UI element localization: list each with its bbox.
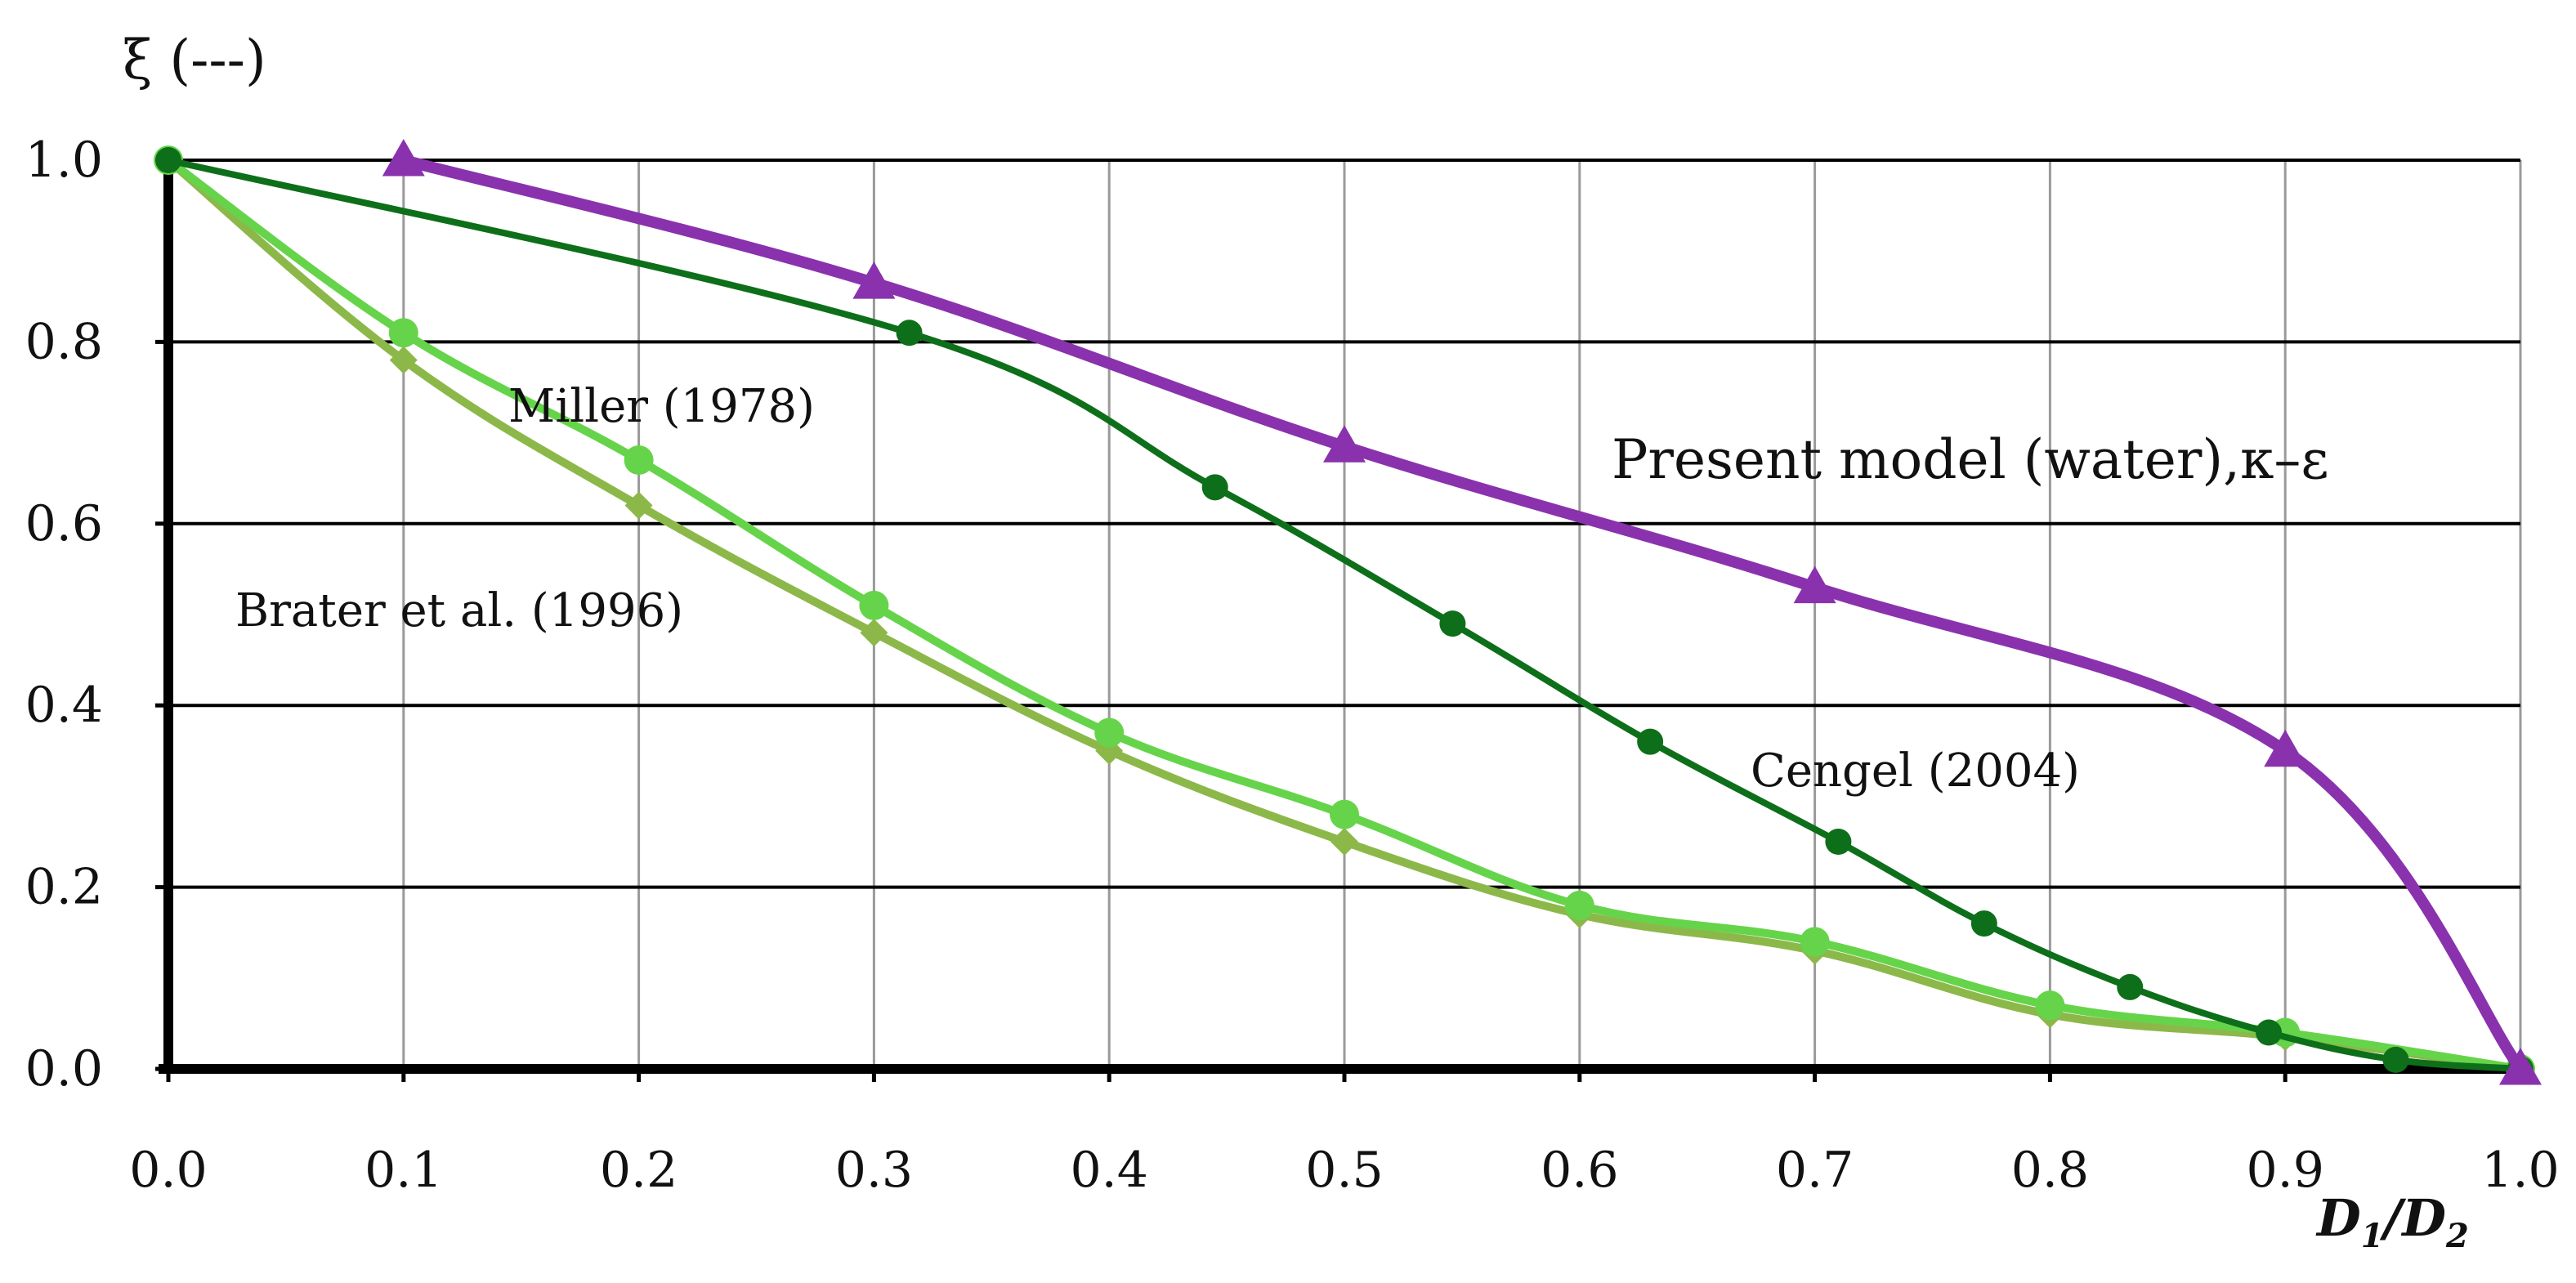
data-point [1439,610,1466,637]
y-tick-label: 1.0 [25,132,103,189]
data-point [1094,717,1125,748]
label-present-model: Present model (water),κ–ε [1612,428,2329,491]
series [154,139,2542,1085]
y-axis-title: ξ (---) [123,29,266,92]
series-present-model-water [382,139,2542,1085]
data-point [624,491,653,520]
data-point [2035,990,2065,1021]
data-point [624,445,654,475]
data-point [2499,1048,2542,1085]
label-miller: Miller (1978) [508,380,815,433]
data-point [2256,1019,2283,1046]
x-tick-label: 0.2 [600,1142,678,1199]
label-cengel: Cengel (2004) [1751,744,2080,798]
y-tick-label: 0.0 [25,1040,103,1097]
y-tick-label: 0.8 [25,313,103,370]
data-point [1637,728,1664,755]
x-tick-label: 0.6 [1541,1142,1618,1199]
y-tick-label: 0.2 [25,859,103,916]
grid [168,159,2522,1069]
x-tick-label: 0.0 [129,1142,207,1199]
data-point [1793,566,1836,604]
data-point [1970,910,1997,937]
data-point [389,346,418,374]
x-tick-label: 1.0 [2481,1142,2559,1199]
data-point [2117,973,2144,1000]
data-point [155,147,181,173]
y-tick-label: 0.4 [25,677,103,734]
data-point [1825,829,1852,855]
data-point [1201,474,1228,501]
x-tick-label: 0.1 [364,1142,442,1199]
data-point [1800,927,1830,957]
x-tick-label: 0.9 [2246,1142,2323,1199]
x-tick-label: 0.4 [1070,1142,1147,1199]
data-point [859,590,889,620]
axes [159,152,2520,1074]
data-point [2382,1046,2409,1073]
x-tick-label: 0.7 [1776,1142,1854,1199]
x-tick-label: 0.3 [835,1142,913,1199]
x-axis-title-d2: D [2400,1188,2446,1248]
x-axis-title-d2-sub: 2 [2445,1217,2469,1255]
data-point [382,139,425,177]
data-point [1330,799,1359,829]
data-point [852,262,896,299]
x-axis-title-slash: / [2380,1188,2407,1248]
series-line [397,154,2526,1075]
data-point [2264,729,2307,767]
tick-labels: 0.0 0.1 0.2 0.3 0.4 0.5 0.6 0.7 0.8 0.9 1.0 0.0 0.2 0… [25,132,2560,1199]
x-axis-title: D1/D2 [2315,1188,2469,1255]
label-brater: Brater et al. (1996) [235,584,683,637]
x-tick-label: 0.5 [1305,1142,1383,1199]
data-point [860,619,888,647]
data-point [1323,425,1366,463]
series-line [164,156,2525,1073]
x-axis-title-d1-sub: 1 [2361,1217,2384,1255]
x-tick-label: 0.8 [2011,1142,2089,1199]
data-point [896,320,923,346]
x-axis-title-d1: D [2315,1188,2361,1248]
y-tick-label: 0.6 [25,495,103,552]
data-point [388,318,418,348]
data-point [1330,828,1358,856]
series-line [164,156,2525,1073]
data-point [1564,890,1594,920]
